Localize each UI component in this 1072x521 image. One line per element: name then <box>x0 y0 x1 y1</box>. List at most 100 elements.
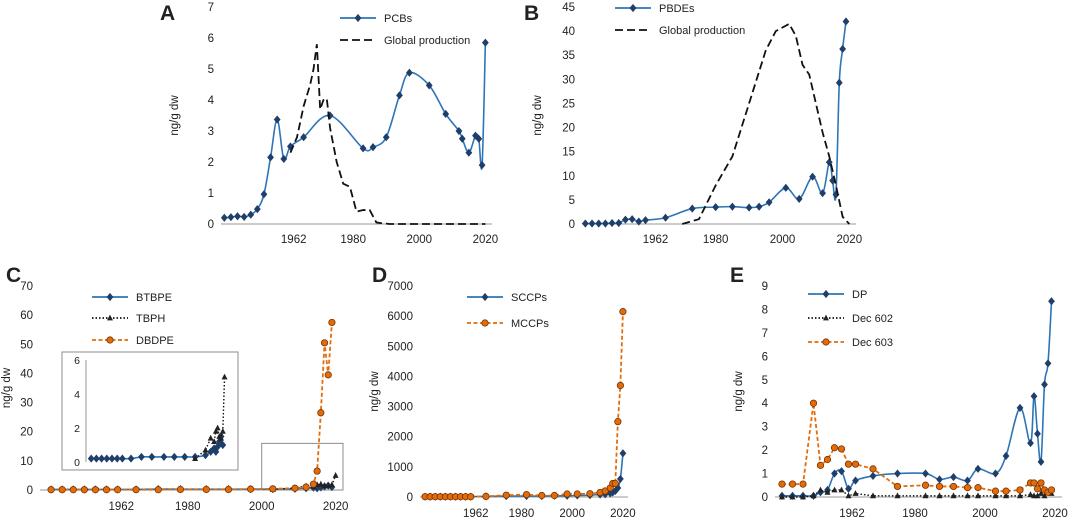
tbph-point-6 <box>321 482 328 489</box>
pbdes-point-3 <box>601 219 609 228</box>
pcbs-point-16 <box>396 91 403 100</box>
inset-tbph-point-8 <box>219 428 226 434</box>
dbdpe-point-4 <box>91 486 100 494</box>
legend-btbpe-label: BTBPE <box>136 292 172 304</box>
dbdpe-point-11 <box>224 485 233 494</box>
dec-603-point-26 <box>1047 486 1056 494</box>
mccps-point-17 <box>586 490 594 498</box>
dec-603-point-3 <box>809 399 818 407</box>
pcbs-point-17 <box>405 68 413 77</box>
dbdpe-point-12 <box>247 485 255 493</box>
dbdpe-point-10 <box>202 485 210 494</box>
legend-dec-602-label: Dec 602 <box>852 313 893 325</box>
inset-btbpe-point-2 <box>98 454 105 463</box>
y-tick-label: 0 <box>569 219 575 231</box>
y-tick-label: 7 <box>208 2 214 14</box>
x-tick-label: 2000 <box>406 234 432 246</box>
x-tick-label: 1962 <box>839 508 865 520</box>
y-tick-label: 4000 <box>387 371 413 383</box>
inset-btbpe-point-6 <box>118 454 126 463</box>
dbdpe-line <box>51 322 333 491</box>
pbdes-point-26 <box>842 17 850 26</box>
pbdes-point-11 <box>688 204 696 213</box>
y-tick-label: 2 <box>208 157 214 169</box>
dec-602-point-11 <box>894 492 901 499</box>
pbdes-point-21 <box>825 158 833 167</box>
mccps-point-14 <box>550 491 559 500</box>
y-tick-label: 6 <box>208 33 214 45</box>
legend-dp: DP <box>808 289 867 301</box>
y-tick-label: 3 <box>208 126 214 138</box>
x-tick-label: 1962 <box>463 508 489 520</box>
legend-sccps-marker <box>481 292 489 302</box>
legend-pbdes: PBDEs <box>615 3 695 15</box>
dec-602-point-24 <box>1041 492 1048 499</box>
pcbs-point-26 <box>481 38 489 47</box>
x-tick-label: 1962 <box>108 501 134 513</box>
legend-dec-603-label: Dec 603 <box>852 337 893 349</box>
pcbs-point-11 <box>300 133 308 142</box>
y-tick-label: 70 <box>20 281 33 293</box>
dp-point-25 <box>1044 359 1052 368</box>
mccps-point-10 <box>482 492 490 500</box>
dec-603-point-10 <box>869 465 877 473</box>
dbdpe-point-19 <box>320 339 329 347</box>
y-tick-label: 4 <box>762 398 769 410</box>
y-axis-label: ng/g dw <box>1 367 13 408</box>
dec-603-point-15 <box>963 484 972 492</box>
x-tick-label: 1980 <box>340 234 366 246</box>
global-production-series <box>289 44 486 225</box>
y-axis-label: ng/g dw <box>532 95 544 136</box>
x-tick-label: 2020 <box>323 501 349 513</box>
legend-pbdes-label: PBDEs <box>659 3 695 15</box>
panel-d: Dng/g dw 0 1000 2000 3000 4000 5000 6000 7000 196… <box>369 264 636 520</box>
mccps-series <box>421 308 627 501</box>
legend-dp-label: DP <box>852 289 867 301</box>
dbdpe-point-14 <box>291 484 299 492</box>
legend-btbpe: BTBPE <box>92 292 172 304</box>
legend-dp-marker <box>822 289 830 299</box>
pcbs-point-19 <box>442 109 450 119</box>
legend-btbpe-marker <box>106 292 114 302</box>
inset-y-tick-label: 6 <box>74 355 80 367</box>
inset-btbpe-point-4 <box>108 454 116 463</box>
dec-603-series <box>778 399 1056 496</box>
dbdpe-point-17 <box>313 467 321 475</box>
inset-y-tick-label: 2 <box>74 423 80 435</box>
dec-602-point-20 <box>1027 491 1034 498</box>
legend-sccps-label: SCCPs <box>511 292 548 304</box>
pcbs-point-1 <box>227 213 235 222</box>
y-tick-label: 5 <box>569 195 575 207</box>
dec-602-point-2 <box>800 493 806 500</box>
dbdpe-point-8 <box>154 486 162 494</box>
dbdpe-point-13 <box>269 485 277 493</box>
dec-602-point-22 <box>1034 492 1041 499</box>
y-tick-label: 6000 <box>387 311 413 323</box>
y-tick-label: 3 <box>762 422 768 434</box>
dp-point-6 <box>831 469 838 478</box>
pbdes-point-4 <box>608 218 616 228</box>
legend-mccps: MCCPs <box>467 318 549 330</box>
pbdes-point-24 <box>835 78 843 87</box>
x-tick-label: 2000 <box>249 501 275 513</box>
panel-letter: A <box>160 2 175 25</box>
inset-tbph-point-9 <box>221 373 228 380</box>
y-tick-label: 40 <box>562 26 575 38</box>
dp-point-23 <box>1037 457 1045 466</box>
panel-letter: E <box>730 264 744 287</box>
dec-603-point-1 <box>788 480 797 488</box>
dec-603-point-0 <box>778 480 786 488</box>
y-tick-label: 5 <box>762 375 768 387</box>
dbdpe-point-2 <box>69 486 77 494</box>
legend-dec-602-marker <box>823 314 829 321</box>
x-tick-label: 2020 <box>610 508 636 520</box>
pbdes-series <box>581 17 850 228</box>
dbdpe-point-1 <box>58 486 66 494</box>
dec-603-point-16 <box>974 484 982 492</box>
mccps-point-11 <box>502 491 510 499</box>
y-tick-label: 4 <box>208 95 215 107</box>
pcbs-point-20 <box>455 126 463 136</box>
dbdpe-point-0 <box>47 486 55 494</box>
legend-pbdes-marker <box>629 3 637 13</box>
dp-point-19 <box>1016 403 1024 412</box>
